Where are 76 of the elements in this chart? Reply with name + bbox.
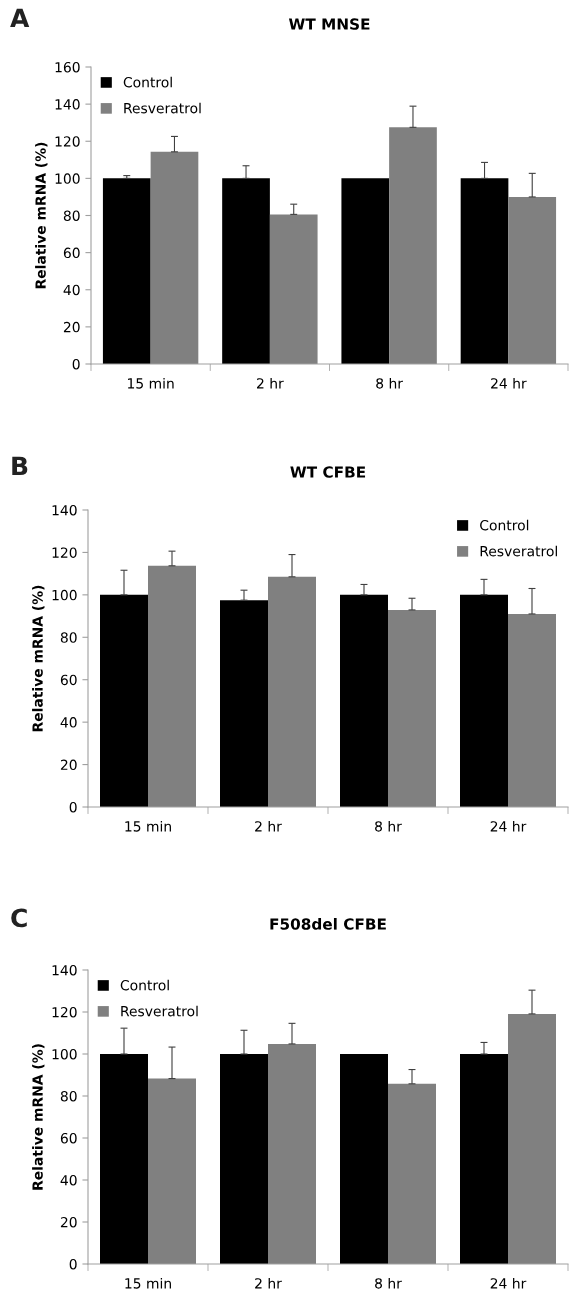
legend-label: Resveratrol (124, 102, 201, 114)
bar (148, 565, 196, 807)
y-tick-label: 80 (60, 632, 77, 643)
y-tick-label: 100 (55, 173, 80, 184)
y-tick-label: 120 (52, 547, 77, 558)
y-tick-label: 120 (52, 1006, 77, 1018)
y-tick-label: 140 (55, 99, 80, 110)
y-tick-label: 140 (52, 504, 77, 516)
y-tick-label: 60 (63, 247, 80, 259)
bar (268, 576, 316, 807)
x-tick-label: 15 min (125, 820, 171, 832)
x-tick-label: 8 hr (376, 377, 404, 389)
x-tick-label: 8 hr (375, 1277, 402, 1289)
legend-label: Control (123, 76, 172, 88)
bar (508, 196, 557, 364)
bar (388, 609, 436, 807)
bar (340, 594, 388, 807)
bar (460, 594, 508, 807)
x-tick-label: 24 hr (490, 820, 527, 832)
bar (148, 1078, 196, 1264)
y-tick-label: 40 (63, 284, 80, 296)
y-tick-label: 100 (52, 589, 77, 601)
bar (508, 613, 556, 807)
x-tick-label: 2 hr (255, 820, 282, 832)
y-tick-label: 0 (69, 801, 77, 813)
legend-label: Control (120, 979, 169, 991)
y-tick-label: 20 (60, 1216, 77, 1228)
y-tick-label: 120 (55, 136, 80, 147)
y-tick-label: 100 (52, 1048, 77, 1060)
y-tick-label: 0 (69, 1258, 77, 1270)
bar (388, 1083, 436, 1264)
bar (340, 1054, 388, 1264)
x-tick-label: 24 hr (490, 1277, 527, 1289)
bar (100, 594, 148, 807)
bar (150, 151, 199, 364)
y-axis-title: Relative mRNA (%) (32, 1044, 45, 1190)
y-tick-label: 20 (63, 321, 80, 333)
bar (268, 1043, 316, 1264)
text: C (11, 908, 27, 928)
bar (220, 600, 268, 807)
y-tick-label: 80 (60, 1090, 77, 1102)
bar (460, 1054, 508, 1264)
x-tick-label: 8 hr (375, 820, 402, 832)
x-tick-label: 24 hr (491, 377, 527, 389)
legend-label: Resveratrol (121, 1005, 198, 1017)
bar (102, 178, 151, 364)
bar (220, 1054, 268, 1264)
y-tick-label: 140 (52, 964, 77, 976)
x-tick-label: 2 hr (255, 1277, 282, 1289)
text: B (12, 456, 28, 475)
chart-title: WT CFBE (290, 466, 366, 478)
y-tick-label: 80 (63, 210, 80, 221)
y-axis-title: Relative mRNA (%) (32, 585, 45, 732)
legend-label: Control (480, 519, 529, 531)
legend-label: Resveratrol (480, 545, 557, 557)
y-tick-label: 20 (60, 759, 77, 771)
chart-title: WT MNSE (288, 18, 370, 30)
y-tick-label: 40 (60, 1174, 77, 1186)
bar (460, 178, 509, 364)
x-tick-label: 15 min (125, 1277, 171, 1289)
bar (508, 1013, 556, 1264)
y-tick-label: 60 (60, 1132, 77, 1144)
chart-title: F508del CFBE (270, 918, 386, 930)
x-tick-label: 2 hr (257, 377, 284, 389)
y-tick-label: 60 (60, 674, 77, 686)
bar (341, 178, 390, 364)
bar (100, 1054, 148, 1264)
bar (389, 127, 437, 364)
y-tick-label: 0 (72, 358, 80, 370)
y-tick-label: 160 (55, 61, 80, 73)
x-tick-label: 15 min (128, 377, 174, 389)
text: A (10, 8, 30, 27)
bar (222, 178, 270, 364)
y-tick-label: 40 (60, 717, 77, 728)
y-axis-title: Relative mRNA (%) (35, 142, 48, 289)
bar (269, 214, 318, 364)
